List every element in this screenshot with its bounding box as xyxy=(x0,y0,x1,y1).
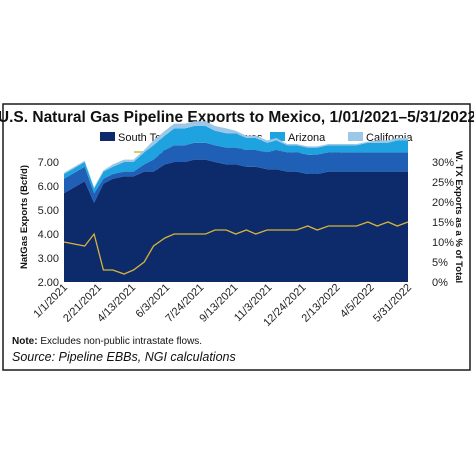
line-series-0 xyxy=(63,221,409,275)
y-tick-label-3: 5.00 xyxy=(38,205,59,217)
note-text: Excludes non-public intrastate flows. xyxy=(38,336,203,347)
note: Note: Excludes non-public intrastate flo… xyxy=(12,336,202,347)
y-axis-ticks: 2.00 3.00 4.00 5.00 6.00 7.00 xyxy=(38,157,59,289)
y2-tick-label-4: 20% xyxy=(432,197,454,209)
y2-tick-label-6: 30% xyxy=(432,157,454,169)
y2-axis-label: W. TX Exports as a % of Total xyxy=(453,151,464,283)
y2-tick-label-2: 10% xyxy=(432,237,454,249)
y2-tick-label-0: 0% xyxy=(432,277,448,289)
legend-swatch-0 xyxy=(100,132,115,141)
source: Source: Pipeline EBBs, NGI calculations xyxy=(12,350,236,364)
plot-area xyxy=(63,121,409,282)
y2-tick-label-5: 25% xyxy=(432,177,454,189)
y-tick-label-5: 7.00 xyxy=(38,157,59,169)
chart-title: U.S. Natural Gas Pipeline Exports to Mex… xyxy=(0,109,474,126)
legend-label-2: Arizona xyxy=(288,132,326,144)
legend-swatch-2 xyxy=(270,132,285,141)
area-series-1 xyxy=(64,142,408,203)
y-tick-label-0: 2.00 xyxy=(38,277,59,289)
y-tick-label-2: 4.00 xyxy=(38,229,59,241)
legend-swatch-3 xyxy=(348,132,363,141)
y2-tick-label-1: 5% xyxy=(432,257,448,269)
y2-axis-ticks: 0% 5% 10% 15% 20% 25% 30% xyxy=(432,157,454,289)
y2-tick-label-3: 15% xyxy=(432,217,454,229)
area-series-2 xyxy=(64,126,408,194)
note-label: Note: xyxy=(12,336,38,347)
y-tick-label-1: 3.00 xyxy=(38,253,59,265)
y-tick-label-4: 6.00 xyxy=(38,181,59,193)
y-axis-label: NatGas Exports (Bcf/d) xyxy=(19,165,30,269)
